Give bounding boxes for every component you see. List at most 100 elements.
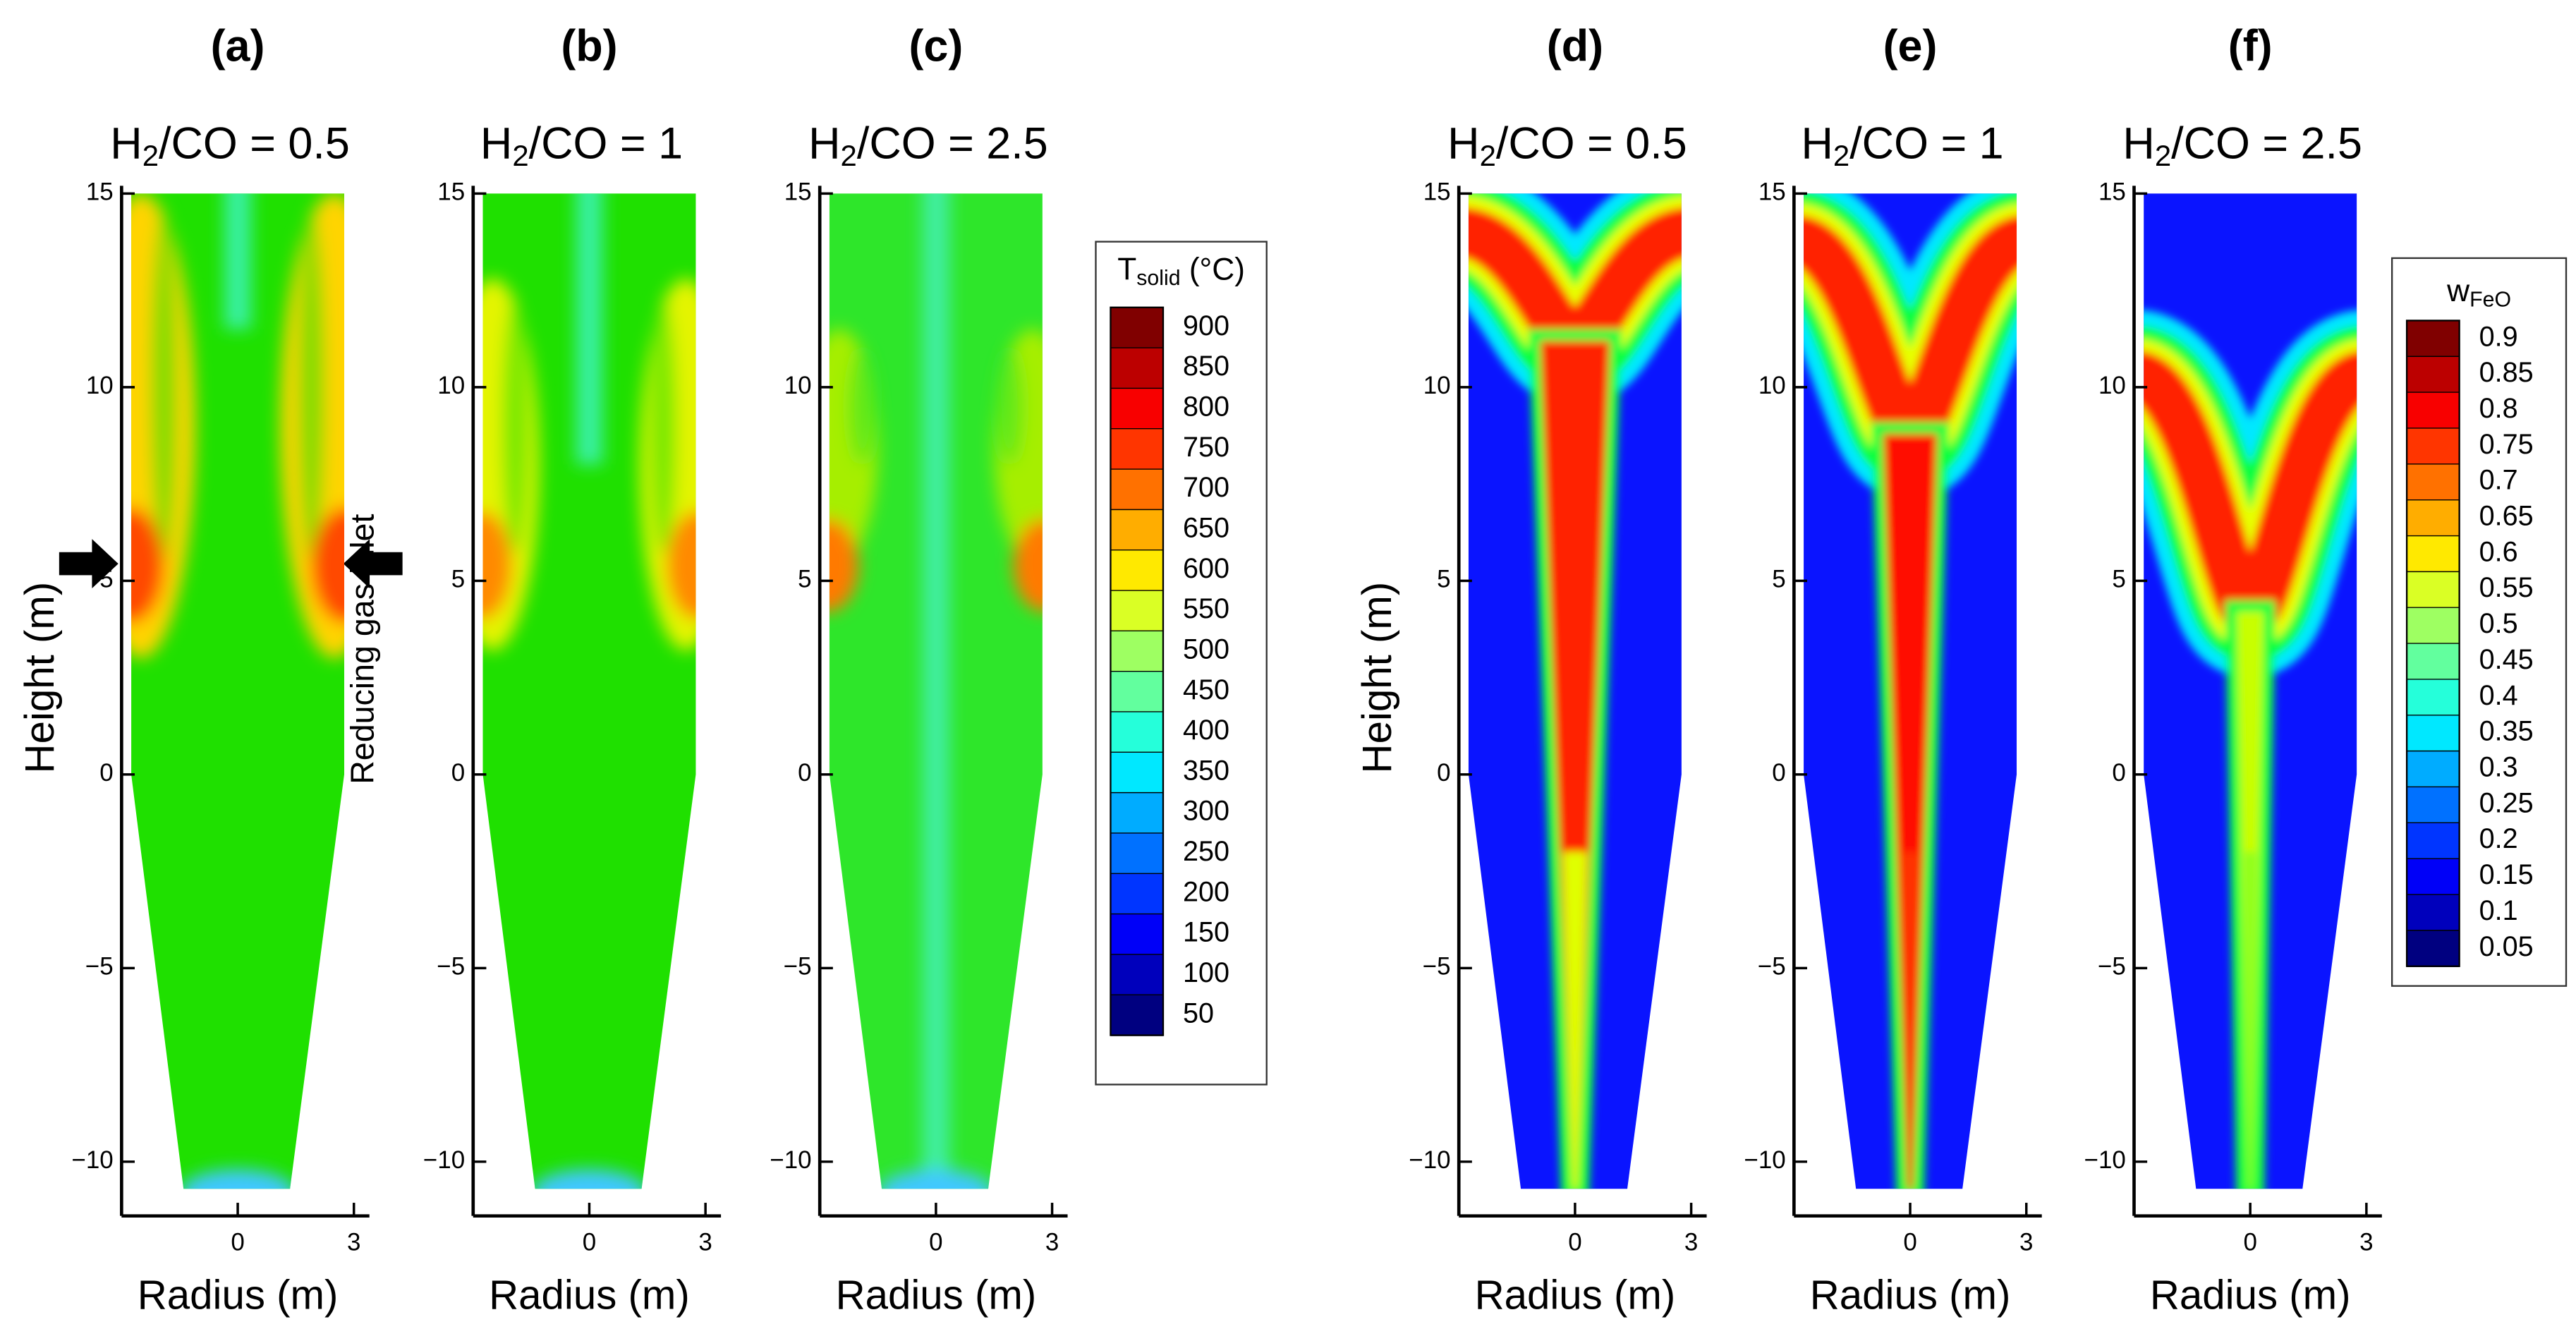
y-tick-label: −5 — [2098, 953, 2126, 981]
subtitle-subscript: 2 — [512, 139, 528, 172]
subtitle-text: H — [1447, 119, 1479, 168]
x-tick-label: 0 — [2243, 1228, 2256, 1256]
field-layer — [482, 193, 696, 1189]
panel-title: (c) — [909, 22, 963, 71]
colorbar-band — [1110, 752, 1163, 794]
colorbar-band — [2407, 858, 2460, 896]
hot-spot — [829, 518, 859, 612]
colorbar-band — [1110, 509, 1163, 551]
cool-base — [531, 1169, 648, 1189]
colorbar-title-text: T — [1117, 252, 1136, 286]
colorbar-tick-label: 150 — [1183, 917, 1229, 948]
subtitle-text: /CO = 0.5 — [1496, 119, 1687, 168]
y-tick-label: −5 — [1423, 953, 1451, 981]
center-strip — [576, 193, 603, 465]
colorbar-band — [2407, 823, 2460, 860]
subtitle-subscript: 2 — [1480, 139, 1496, 172]
y-tick-label: −10 — [71, 1146, 113, 1174]
cool-base — [877, 1169, 995, 1189]
subtitle-subscript: 2 — [142, 139, 159, 172]
y-tick-label: 10 — [784, 372, 812, 399]
subtitle-text: H — [2122, 119, 2154, 168]
hot-core — [649, 298, 676, 554]
x-tick-label: 3 — [1045, 1228, 1059, 1256]
colorbar-band — [2407, 643, 2460, 681]
colorbar-tick-label: 0.25 — [2479, 787, 2534, 818]
x-tick-label: 3 — [2359, 1228, 2373, 1256]
colorbar-band — [1110, 873, 1163, 915]
panel: −10 −5 0 5 10 15 0 3 (f) H2/CO = 2.5 Radius (m) — [2084, 22, 2382, 1318]
panel-title: (a) — [211, 22, 265, 71]
x-tick-label: 0 — [231, 1228, 244, 1256]
colorbar-title-subscript: solid — [1136, 267, 1180, 290]
field-layer — [131, 193, 345, 1189]
colorbar-band — [2407, 356, 2460, 394]
colorbar-band — [2407, 894, 2460, 932]
x-axis-label: Radius (m) — [138, 1273, 339, 1318]
y-tick-label: 0 — [451, 759, 465, 787]
x-axis-label: Radius (m) — [489, 1273, 690, 1318]
colorbar-band — [2407, 392, 2460, 430]
subtitle-text: /CO = 2.5 — [2171, 119, 2362, 168]
colorbar-tick-label: 0.55 — [2479, 572, 2534, 603]
colorbar-tick-label: 250 — [1183, 836, 1229, 867]
colorbar-band — [1110, 792, 1163, 835]
y-tick-label: −5 — [784, 953, 812, 981]
feo-cone-low — [1562, 851, 1588, 1189]
y-tick-label: 10 — [86, 372, 114, 399]
colorbar-tick-label: 500 — [1183, 633, 1229, 665]
colorbar-tick-label: 600 — [1183, 553, 1229, 584]
contour-field — [131, 193, 345, 1189]
subtitle-text: H — [480, 119, 512, 168]
colorbar-band — [1110, 590, 1163, 632]
colorbar-tick-label: 0.45 — [2479, 644, 2534, 675]
y-tick-label: −10 — [1409, 1146, 1450, 1174]
panel: −10 −5 0 5 10 15 0 3 (e) H2/CO = 1 Radius (m) — [1744, 22, 2042, 1318]
feo-cone — [1883, 433, 1938, 1189]
x-tick-label: 3 — [2019, 1228, 2033, 1256]
inlet-arrow — [343, 539, 403, 589]
y-tick-label: 15 — [2098, 178, 2126, 206]
panel: −10 −5 0 5 10 15 0 3 (b) H2/CO = 1 Radius (m) — [423, 22, 722, 1318]
panel-title: (d) — [1547, 22, 1603, 71]
panel-title: (f) — [2228, 22, 2273, 71]
y-tick-label: 15 — [1758, 178, 1786, 206]
x-tick-label: 3 — [347, 1228, 360, 1256]
feo-cone — [1540, 341, 1610, 1189]
field-layer — [2144, 310, 2357, 1189]
colorbar-band — [1110, 711, 1163, 753]
x-axis-label: Radius (m) — [1810, 1273, 2011, 1318]
contour-field — [829, 193, 1043, 1189]
colorbar-band — [1110, 832, 1163, 875]
subtitle-text: H — [1801, 119, 1833, 168]
colorbar-tick-label: 0.8 — [2479, 393, 2518, 424]
y-tick-label: 0 — [798, 759, 811, 787]
y-axis-label: Height (m) — [17, 582, 63, 774]
panel-subtitle: H2/CO = 2.5 — [2122, 119, 2362, 172]
colorbar-tick-label: 0.6 — [2479, 536, 2518, 567]
hot-core — [849, 348, 876, 465]
y-tick-label: 5 — [1772, 566, 1785, 593]
colorbar-tick-label: 0.3 — [2479, 752, 2518, 783]
hot-core — [502, 298, 530, 554]
colorbar-band — [1110, 428, 1163, 471]
panel-subtitle: H2/CO = 0.5 — [1447, 119, 1687, 172]
subtitle-subscript: 2 — [2155, 139, 2171, 172]
colorbar-band — [2407, 751, 2460, 788]
colorbar-band — [1110, 914, 1163, 956]
y-tick-label: 0 — [2112, 759, 2125, 787]
contour-field — [1468, 193, 1682, 1189]
x-axis-label: Radius (m) — [2150, 1273, 2351, 1318]
feo-cone-low — [1900, 851, 1920, 1189]
subtitle-text: /CO = 1 — [1849, 119, 2003, 168]
subtitle-text: /CO = 2.5 — [857, 119, 1048, 168]
colorbar-tick-label: 0.75 — [2479, 429, 2534, 460]
y-tick-label: 15 — [1423, 178, 1451, 206]
colorbar-tick-label: 0.05 — [2479, 931, 2534, 962]
y-axis-label: Height (m) — [1354, 582, 1400, 774]
panel-subtitle: H2/CO = 2.5 — [808, 119, 1048, 172]
y-tick-label: 0 — [1437, 759, 1450, 787]
colorbar-tick-label: 100 — [1183, 957, 1229, 988]
